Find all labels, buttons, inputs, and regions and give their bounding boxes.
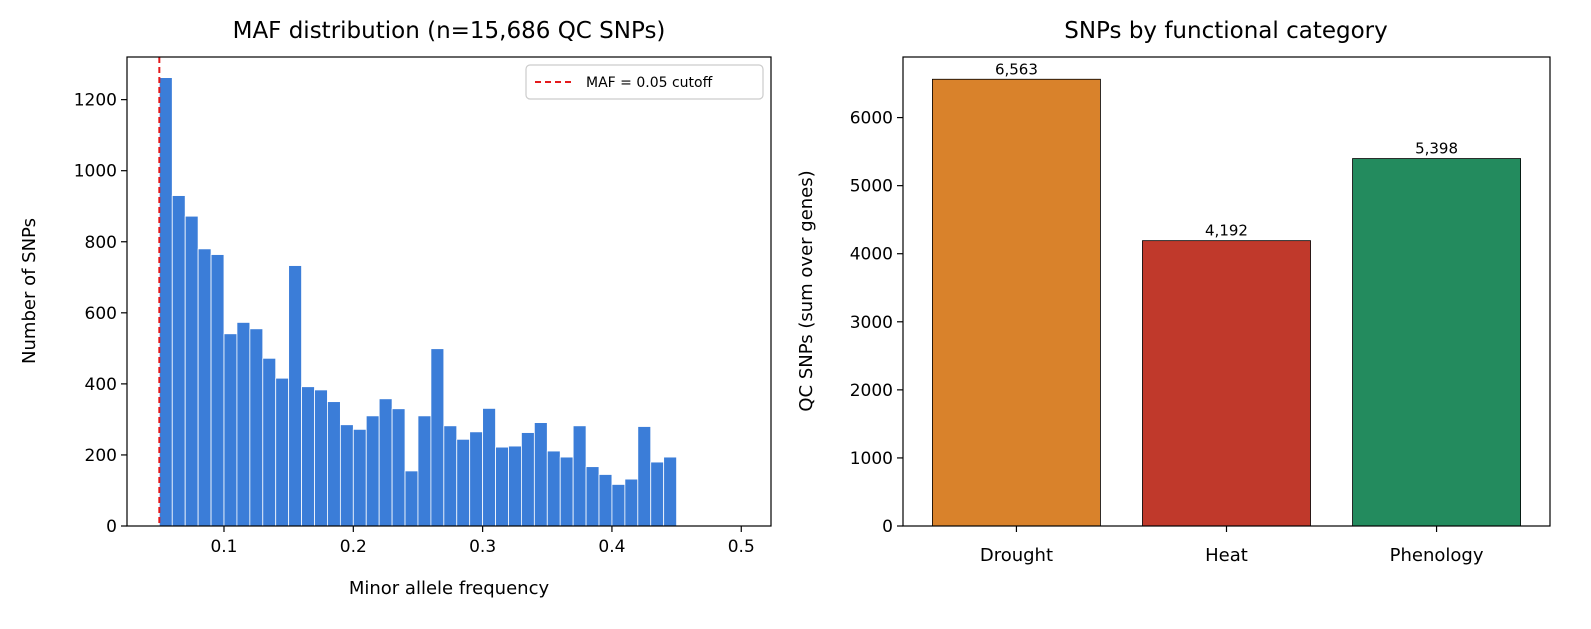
maf-bin-bar <box>495 446 509 527</box>
category-bar-value-label: 5,398 <box>1415 140 1458 158</box>
maf-y-tick-label: 1200 <box>74 91 117 111</box>
maf-bin-bar <box>585 466 600 527</box>
maf-bin-bar <box>249 328 264 527</box>
maf-y-tick-label: 400 <box>85 375 117 395</box>
maf-bin-bar <box>508 445 522 527</box>
maf-bin-bar <box>598 474 613 527</box>
maf-bin-bar <box>546 450 561 527</box>
category-y-tick-label: 5000 <box>850 177 893 197</box>
maf-bin-bar <box>314 389 328 527</box>
maf-x-tick-label: 0.5 <box>728 537 755 557</box>
maf-bin-bar <box>197 248 212 527</box>
maf-bin-bar <box>624 478 639 527</box>
maf-bin-bar <box>417 415 432 527</box>
category-y-tick-label: 6000 <box>850 109 893 129</box>
maf-legend: MAF = 0.05 cutoff <box>525 64 764 100</box>
maf-bin-bar <box>391 408 406 527</box>
category-x-tick-label: Phenology <box>1390 545 1484 566</box>
maf-bin-bar <box>236 322 251 527</box>
category-y-ticks: 0 1000 2000 3000 4000 5000 6000 <box>850 109 903 537</box>
category-y-axis-label: QC SNPs (sum over genes) <box>796 170 817 411</box>
maf-bin-bar <box>443 425 458 527</box>
maf-bin-bar <box>365 415 380 527</box>
maf-bin-bar <box>352 428 367 527</box>
maf-bin-bar <box>223 333 238 527</box>
maf-y-tick-label: 600 <box>85 304 117 324</box>
maf-bin-bar <box>533 422 548 527</box>
category-y-tick-label: 0 <box>882 517 893 537</box>
category-y-tick-label: 4000 <box>850 245 893 265</box>
maf-bin-bar <box>339 424 354 527</box>
maf-bin-bar <box>184 215 199 527</box>
category-y-tick-label: 3000 <box>850 313 893 333</box>
category-chart-title: SNPs by functional category <box>1064 18 1387 44</box>
category-bar-phenology <box>1352 158 1521 527</box>
maf-x-tick-label: 0.2 <box>340 537 367 557</box>
category-bar-value-label: 6,563 <box>995 60 1038 78</box>
maf-x-ticks: 0.1 0.2 0.3 0.4 0.5 <box>210 526 755 557</box>
category-bar-heat <box>1142 240 1311 527</box>
maf-bin-bar <box>430 348 445 527</box>
category-bar-panel: SNPs by functional category 6,563 4,192 5,… <box>796 18 1551 566</box>
maf-bin-bar <box>637 426 652 527</box>
maf-bin-bar <box>650 461 665 527</box>
maf-bin-bar <box>663 456 677 527</box>
category-y-tick-label: 2000 <box>850 381 893 401</box>
maf-y-tick-label: 200 <box>85 446 117 466</box>
maf-bin-bar <box>275 377 290 527</box>
maf-bin-bar <box>171 195 186 527</box>
maf-bin-bar <box>378 398 393 527</box>
maf-y-axis-label: Number of SNPs <box>19 218 40 364</box>
maf-legend-box <box>525 64 764 100</box>
category-bars: 6,563 4,192 5,398 <box>932 60 1521 527</box>
category-bar-drought <box>932 78 1101 527</box>
maf-bin-bar <box>482 407 496 527</box>
maf-bin-bar <box>559 456 574 527</box>
maf-bin-bar <box>327 401 341 527</box>
maf-bin-bar <box>572 425 587 527</box>
maf-x-tick-label: 0.4 <box>598 537 625 557</box>
maf-histogram-bars <box>158 77 677 527</box>
maf-bin-bar <box>469 431 484 527</box>
maf-chart-title: MAF distribution (n=15,686 QC SNPs) <box>233 18 666 44</box>
category-y-tick-label: 1000 <box>850 449 893 469</box>
maf-bin-bar <box>404 470 419 527</box>
maf-y-tick-label: 0 <box>106 517 117 537</box>
maf-bin-bar <box>262 357 277 527</box>
maf-y-tick-label: 800 <box>85 233 117 253</box>
maf-legend-label: MAF = 0.05 cutoff <box>586 75 713 91</box>
maf-bin-bar <box>611 484 626 527</box>
category-x-tick-label: Drought <box>980 545 1053 566</box>
category-x-tick-label: Heat <box>1205 545 1248 566</box>
maf-histogram-panel: MAF distribution (n=15,686 QC SNPs) 0.1 0… <box>19 18 772 599</box>
maf-plot-frame <box>126 56 772 527</box>
maf-bin-bar <box>521 432 535 527</box>
maf-x-tick-label: 0.1 <box>210 537 237 557</box>
category-x-ticks: Drought Heat Phenology <box>980 526 1484 566</box>
maf-bin-bar <box>210 254 225 527</box>
maf-bin-bar <box>301 386 315 527</box>
maf-bin-bar <box>288 265 302 527</box>
maf-y-ticks: 0 200 400 600 800 1000 1200 <box>74 91 127 537</box>
maf-bin-bar <box>158 77 173 527</box>
maf-y-tick-label: 1000 <box>74 162 117 182</box>
maf-x-axis-label: Minor allele frequency <box>349 578 550 599</box>
category-bar-value-label: 4,192 <box>1205 222 1248 240</box>
maf-bin-bar <box>456 438 471 527</box>
maf-x-tick-label: 0.3 <box>469 537 496 557</box>
